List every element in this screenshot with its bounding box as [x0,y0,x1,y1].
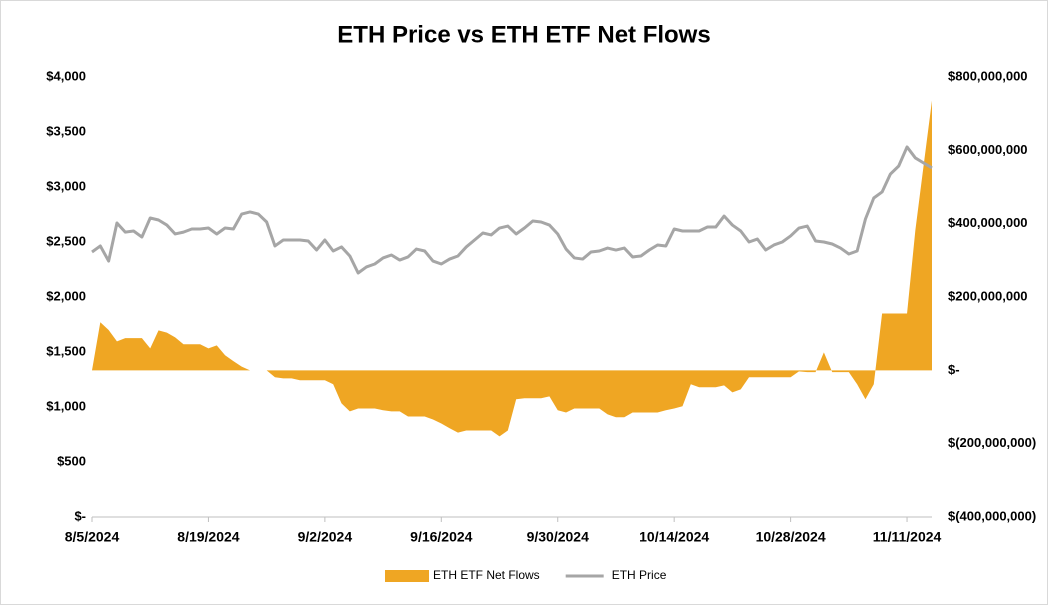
y-tick-label: $3,500 [46,123,86,138]
price-line [91,145,933,275]
x-tick-label: 9/2/2024 [298,529,353,545]
chart-title: ETH Price vs ETH ETF Net Flows [337,21,710,48]
y-tick-label: $500 [57,453,86,468]
y-tick-label: $3,000 [46,178,86,193]
legend-swatch [385,570,429,582]
legend-label: ETH ETF Net Flows [433,568,540,582]
y-tick-label: $4,000 [46,68,86,83]
x-tick-label: 9/30/2024 [527,529,589,545]
x-tick-label: 11/11/2024 [873,529,942,545]
legend-label: ETH Price [612,568,667,582]
x-tick-label: 10/14/2024 [639,529,709,545]
y2-tick-label: $600,000,000 [948,142,1028,157]
y2-tick-label: $(200,000,000) [948,435,1036,450]
y-tick-label: $- [74,508,86,523]
x-tick-label: 8/5/2024 [65,529,120,545]
y-tick-label: $2,000 [46,288,86,303]
y2-tick-label: $400,000,000 [948,215,1028,230]
x-tick-label: 10/28/2024 [756,529,826,545]
y-tick-label: $2,500 [46,233,86,248]
y2-tick-label: $200,000,000 [948,288,1028,303]
y2-tick-label: $(400,000,000) [948,508,1036,523]
y-tick-label: $1,000 [46,398,86,413]
x-tick-label: 9/16/2024 [410,529,472,545]
y-tick-label: $1,500 [46,343,86,358]
y2-tick-label: $800,000,000 [948,68,1028,83]
y2-tick-label: $- [948,362,960,377]
x-tick-label: 8/19/2024 [177,529,239,545]
